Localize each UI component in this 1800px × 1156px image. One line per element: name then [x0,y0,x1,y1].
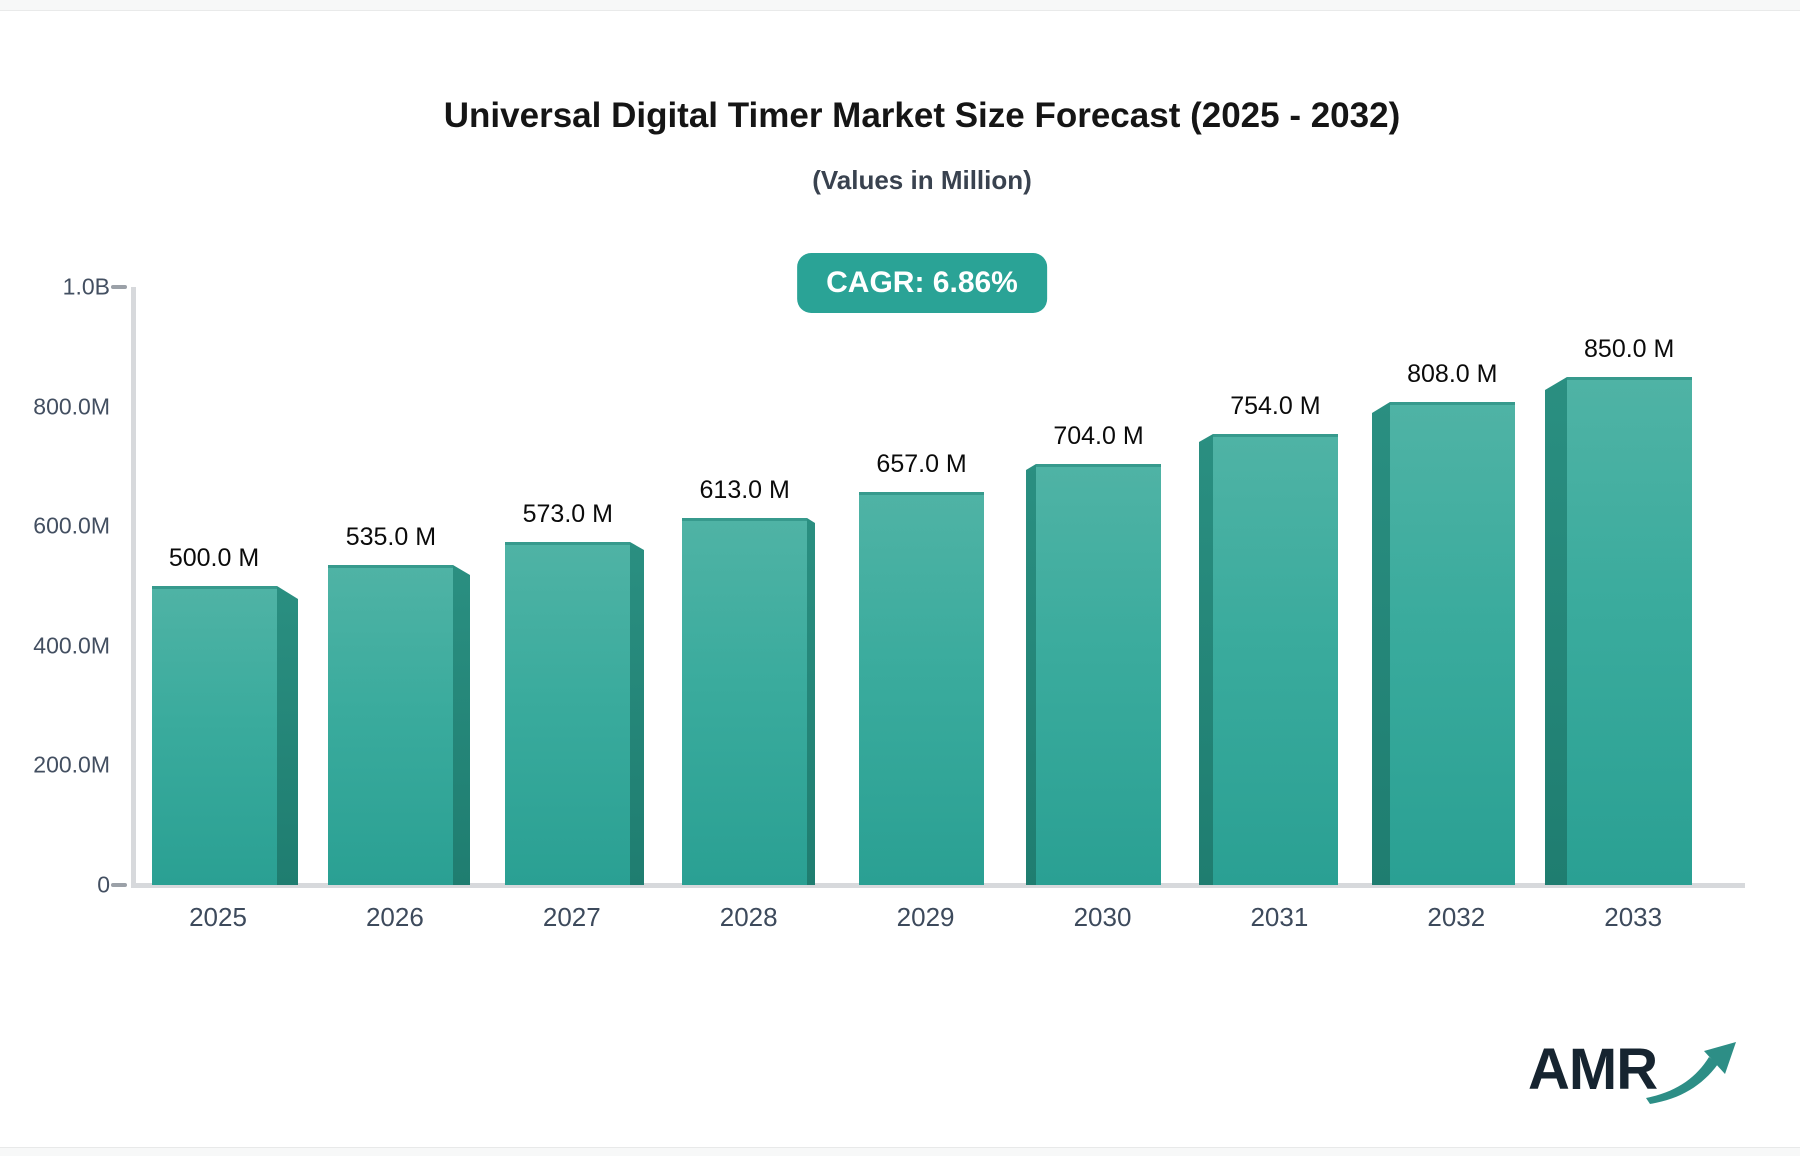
bar-value-label: 500.0 M [168,544,260,572]
bar-2030-side [1026,464,1036,885]
bar-value-label: 657.0 M [876,450,967,478]
y-axis-tick-label: 1.0B [62,273,110,300]
bar-value-label: 754.0 M [1230,392,1321,420]
chart-subtitle: (Values in Million) [812,165,1032,195]
cagr-badge: CAGR: 6.86% [797,253,1047,313]
bar-value-label: 850.0 M [1584,335,1675,363]
bar-2029 [859,492,984,885]
page-top-margin [0,0,1800,11]
growth-arrow-icon [1646,1042,1736,1104]
bar-2027-side [630,542,644,885]
x-axis-tick-label: 2029 [896,902,955,932]
y-axis-tick-mark [111,883,127,887]
bar-2026-side [453,565,470,885]
bar-2028 [682,518,807,885]
bar-value-label: 573.0 M [522,500,613,528]
bar-2030 [1036,464,1161,885]
bar-2033 [1567,377,1692,885]
bar-2032-side [1372,402,1390,885]
x-axis-tick-label: 2033 [1604,902,1663,932]
y-axis-tick-label: 400.0M [33,632,110,659]
amr-logo-text: AMR [1528,1037,1658,1102]
y-axis-tick-label: 800.0M [33,393,110,420]
x-axis-tick-label: 2028 [719,902,778,932]
x-axis-tick-label: 2031 [1250,902,1309,932]
bar-value-label: 704.0 M [1053,422,1144,450]
x-axis-baseline [131,883,1745,888]
bar-2031-side [1199,434,1213,885]
y-axis-tick-mark [111,285,127,289]
bar-2033-side [1545,377,1567,885]
bar-2032 [1390,402,1515,885]
x-axis-tick-label: 2025 [189,902,247,932]
bar-2027 [505,542,630,885]
bar-2025-side [277,586,298,885]
bar-value-label: 535.0 M [345,523,437,551]
x-axis-tick-label: 2027 [542,902,601,932]
bar-2026 [328,565,453,885]
y-axis-line [131,287,136,888]
amr-logo: AMR [1528,1036,1736,1116]
bar-value-label: 808.0 M [1407,360,1498,388]
x-axis-tick-label: 2030 [1073,902,1132,932]
y-axis-tick-label: 600.0M [33,512,110,539]
x-axis-tick-label: 2032 [1427,902,1486,932]
bar-2028-side [807,518,815,885]
y-axis-tick-label: 0 [97,871,110,898]
y-axis-tick-label: 200.0M [33,751,110,778]
page-bottom-margin [0,1147,1800,1156]
bar-2025 [152,586,277,885]
x-axis-tick-label: 2026 [365,902,424,932]
bar-value-label: 613.0 M [699,476,790,504]
bar-2031 [1213,434,1338,885]
chart-title: Universal Digital Timer Market Size Fore… [443,96,1401,135]
